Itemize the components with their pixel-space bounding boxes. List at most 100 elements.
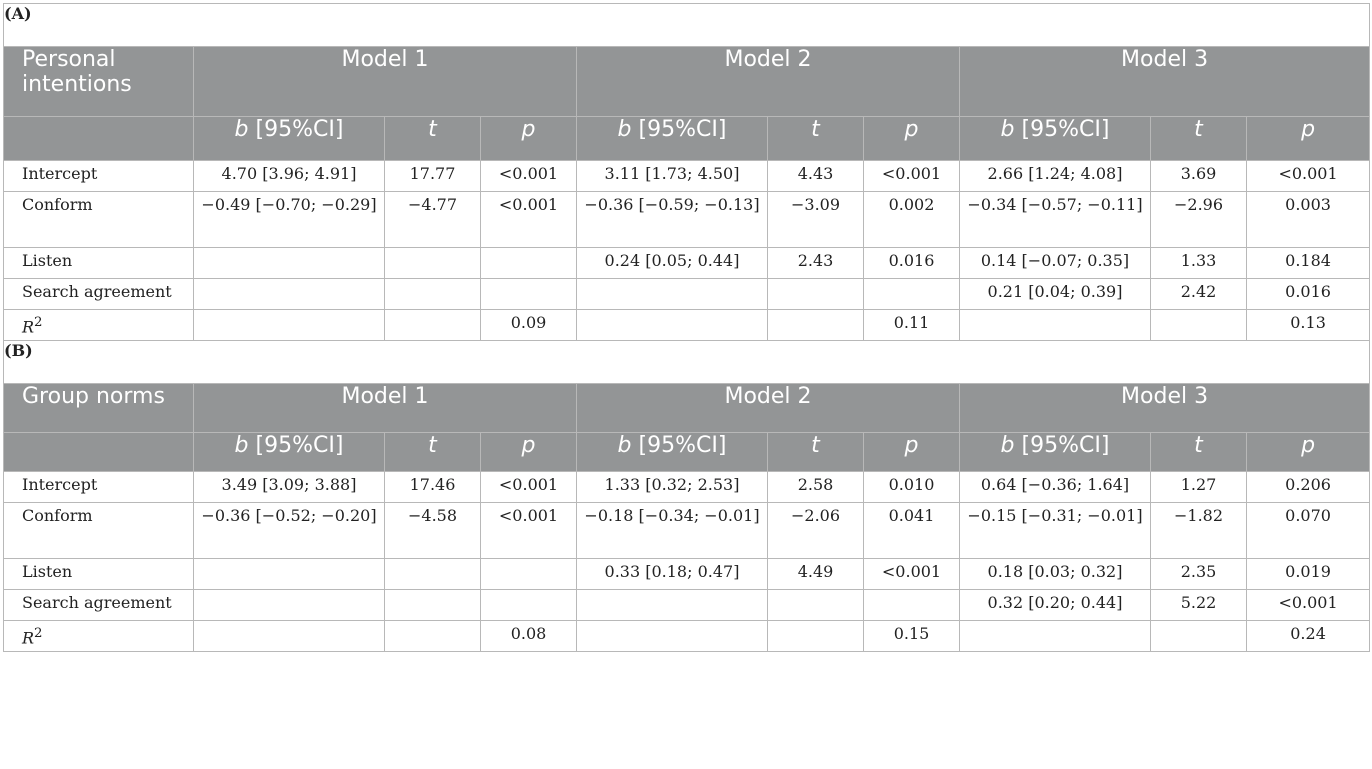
table-cell: 17.46 [384,471,481,503]
table-cell: 0.21 [0.04; 0.39] [959,278,1151,310]
table-row: Search agreement 0.21 [0.04; 0.39] 2.42 0.0… [3,278,1371,310]
ci-label: [95%CI] [1014,117,1110,142]
table-cell: −0.49 [−0.70; −0.29] [193,191,385,248]
p-header: p [1245,432,1371,472]
empty-header-cell [3,116,194,161]
b-symbol: b [234,117,249,142]
dependent-variable-label: Personal intentions [3,46,194,117]
panel-b-column-header-row: b [95%CI] t p b [95%CI] t p b [95%CI] t p [3,432,1371,472]
panel-b-label-row: (B) [2,340,1371,384]
table-cell: 0.016 [1245,278,1371,310]
panel-label: (B) [2,340,1371,384]
table-cell: −0.36 [−0.59; −0.13] [576,191,768,248]
ci-label: [95%CI] [631,433,727,458]
table-cell [193,247,385,279]
t-header: t [1150,432,1247,472]
row-label: Search agreement [3,278,194,310]
table-cell: 2.42 [1150,278,1247,310]
table-cell: 0.003 [1245,191,1371,248]
row-label: Conform [3,502,194,559]
t-header: t [767,116,864,161]
table-cell: <0.001 [480,471,577,503]
table-cell [193,589,385,621]
table-cell [384,247,481,279]
p-header: p [1245,116,1371,161]
table-cell [384,589,481,621]
regression-table: (A) Personal intentions Model 1 Model 2 Mod… [2,3,1371,652]
table-cell: 0.33 [0.18; 0.47] [576,558,768,590]
table-cell: 4.70 [3.96; 4.91] [193,160,385,192]
row-label: Intercept [3,160,194,192]
coefficient-header: b [95%CI] [193,432,385,472]
table-cell: 3.69 [1150,160,1247,192]
t-header: t [384,432,481,472]
table-cell: 2.35 [1150,558,1247,590]
table-cell [863,589,960,621]
table-cell: −3.09 [767,191,864,248]
table-row: Search agreement 0.32 [0.20; 0.44] 5.22 <0.… [3,589,1371,621]
table-cell [863,278,960,310]
r-squared-value: 0.15 [863,620,960,652]
table-cell [384,558,481,590]
dependent-variable-label: Group norms [3,383,194,433]
table-cell [480,589,577,621]
table-cell: 5.22 [1150,589,1247,621]
table-cell: −0.18 [−0.34; −0.01] [576,502,768,559]
r-squared-value: 0.24 [1245,620,1371,652]
table-cell [480,278,577,310]
ci-label: [95%CI] [248,117,344,142]
table-cell: <0.001 [480,191,577,248]
r-squared-label: R2 [3,309,194,341]
row-label: Search agreement [3,589,194,621]
table-row: Listen 0.24 [0.05; 0.44] 2.43 0.016 0.14 [−0… [3,247,1371,279]
table-cell: 3.11 [1.73; 4.50] [576,160,768,192]
r-squared-label: R2 [3,620,194,652]
model-header: Model 2 [576,383,960,433]
table-row: Intercept 3.49 [3.09; 3.88] 17.46 <0.001 1.3… [3,471,1371,503]
table-cell: 17.77 [384,160,481,192]
table-cell: 1.27 [1150,471,1247,503]
ci-label: [95%CI] [1014,433,1110,458]
b-symbol: b [1000,433,1015,458]
table-row: Listen 0.33 [0.18; 0.47] 4.49 <0.001 0.18 [0… [3,558,1371,590]
panel-label: (A) [2,3,1371,47]
table-cell: −0.34 [−0.57; −0.11] [959,191,1151,248]
table-cell [384,278,481,310]
table-cell: 3.49 [3.09; 3.88] [193,471,385,503]
coefficient-header: b [95%CI] [576,432,768,472]
table-cell [767,589,864,621]
table-cell: 2.43 [767,247,864,279]
table-cell: 0.002 [863,191,960,248]
table-cell: −2.06 [767,502,864,559]
p-header: p [480,116,577,161]
ci-label: [95%CI] [631,117,727,142]
table-row: Conform −0.36 [−0.52; −0.20] −4.58 <0.001 −0… [3,502,1371,559]
model-header: Model 2 [576,46,960,117]
coefficient-header: b [95%CI] [959,116,1151,161]
table-cell: −2.96 [1150,191,1247,248]
b-symbol: b [617,117,632,142]
coefficient-header: b [95%CI] [959,432,1151,472]
table-cell: 0.016 [863,247,960,279]
table-cell: 2.66 [1.24; 4.08] [959,160,1151,192]
table-cell: <0.001 [480,502,577,559]
table-row: Conform −0.49 [−0.70; −0.29] −4.77 <0.001 −0… [3,191,1371,248]
coefficient-header: b [95%CI] [193,116,385,161]
p-header: p [480,432,577,472]
table-cell [193,278,385,310]
table-cell [480,558,577,590]
table-cell: 0.019 [1245,558,1371,590]
row-label: Intercept [3,471,194,503]
table-cell: −4.58 [384,502,481,559]
table-cell: −0.15 [−0.31; −0.01] [959,502,1151,559]
t-header: t [1150,116,1247,161]
r-squared-value: 0.08 [480,620,577,652]
r-squared-value: 0.09 [480,309,577,341]
empty-header-cell [3,432,194,472]
model-header: Model 3 [958,46,1371,117]
table-cell: 0.32 [0.20; 0.44] [959,589,1151,621]
r-squared-value: 0.11 [863,309,960,341]
row-label: Conform [3,191,194,248]
b-symbol: b [1000,117,1015,142]
b-symbol: b [234,433,249,458]
